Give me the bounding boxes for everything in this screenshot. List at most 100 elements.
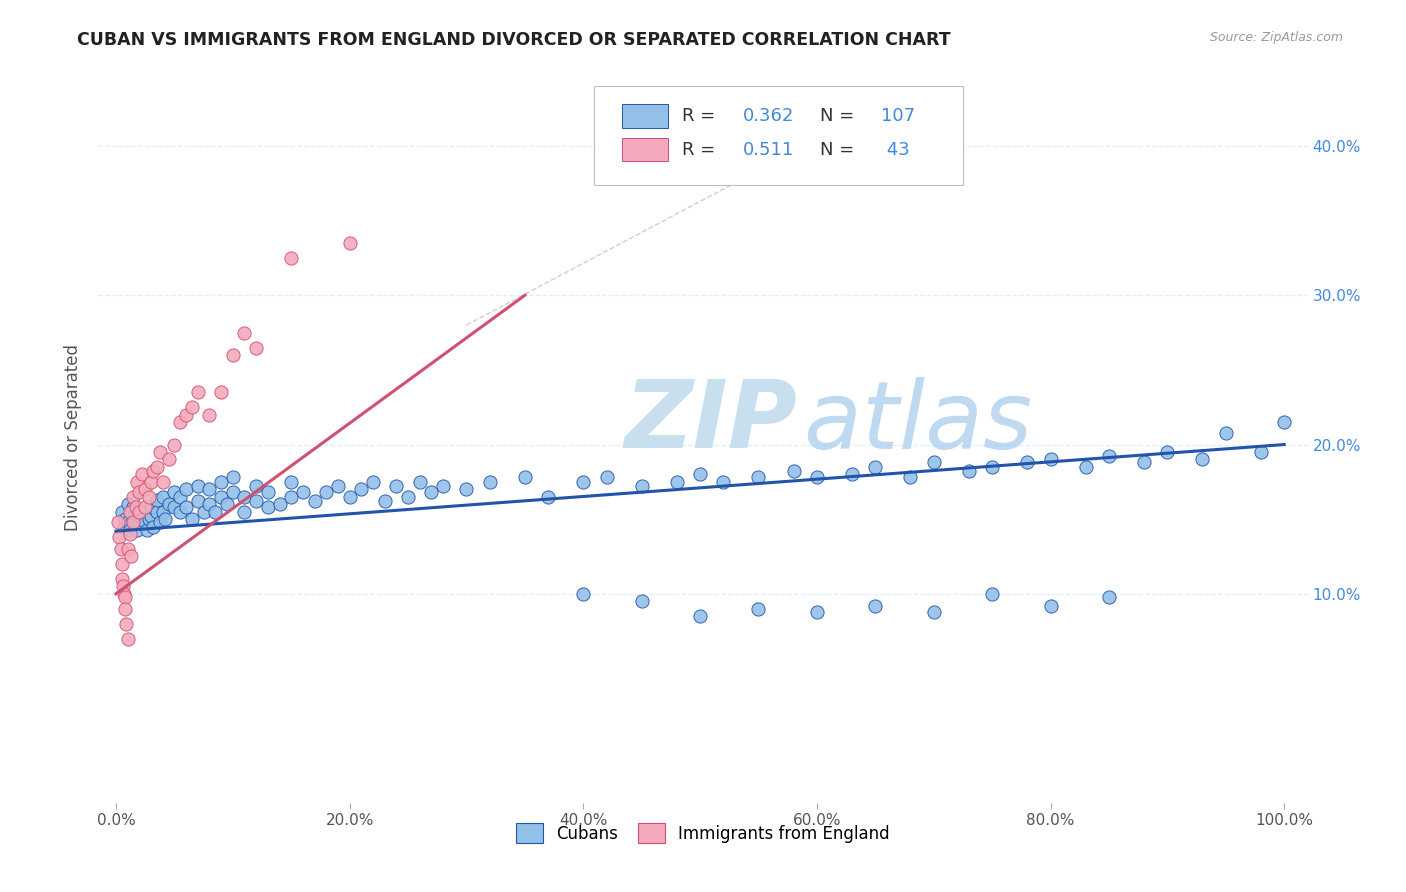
Cubans bbox=[513, 470, 536, 484]
Immigrants from England bbox=[107, 515, 129, 529]
Immigrants from England bbox=[134, 483, 156, 497]
Immigrants from England bbox=[122, 490, 145, 504]
Immigrants from England bbox=[131, 467, 153, 482]
Immigrants from England bbox=[114, 601, 136, 615]
Immigrants from England bbox=[111, 572, 134, 586]
Cubans bbox=[630, 479, 652, 493]
Cubans bbox=[146, 492, 169, 507]
Cubans bbox=[1039, 452, 1062, 467]
Immigrants from England bbox=[198, 408, 221, 422]
Cubans bbox=[169, 490, 191, 504]
Cubans bbox=[981, 587, 1004, 601]
Immigrants from England bbox=[128, 505, 150, 519]
Cubans bbox=[841, 467, 863, 482]
Cubans bbox=[456, 483, 478, 497]
Cubans bbox=[315, 485, 337, 500]
Cubans bbox=[326, 479, 349, 493]
Cubans bbox=[385, 479, 408, 493]
Cubans bbox=[922, 455, 945, 469]
Immigrants from England bbox=[134, 500, 156, 515]
Cubans bbox=[163, 500, 186, 515]
Immigrants from England bbox=[118, 527, 141, 541]
Cubans bbox=[689, 609, 711, 624]
Cubans bbox=[149, 515, 172, 529]
Cubans bbox=[233, 490, 256, 504]
Immigrants from England bbox=[114, 590, 136, 604]
Immigrants from England bbox=[139, 475, 162, 489]
Cubans bbox=[222, 485, 245, 500]
Immigrants from England bbox=[111, 557, 134, 571]
Cubans bbox=[163, 485, 186, 500]
Cubans bbox=[865, 599, 887, 613]
Immigrants from England bbox=[233, 326, 256, 340]
Cubans bbox=[1098, 450, 1121, 464]
Immigrants from England bbox=[174, 408, 197, 422]
Cubans bbox=[478, 475, 501, 489]
Immigrants from England bbox=[149, 445, 172, 459]
Cubans bbox=[782, 464, 804, 478]
Cubans bbox=[215, 497, 238, 511]
Cubans bbox=[139, 500, 162, 515]
Immigrants from England bbox=[245, 341, 267, 355]
Cubans bbox=[1250, 445, 1272, 459]
Cubans bbox=[120, 505, 142, 519]
Cubans bbox=[374, 494, 396, 508]
Cubans bbox=[256, 485, 278, 500]
Cubans bbox=[689, 467, 711, 482]
Cubans bbox=[595, 470, 617, 484]
Cubans bbox=[665, 475, 688, 489]
Cubans bbox=[136, 523, 159, 537]
Cubans bbox=[291, 485, 314, 500]
Cubans bbox=[361, 475, 384, 489]
Cubans bbox=[198, 483, 221, 497]
Cubans bbox=[134, 505, 156, 519]
Immigrants from England bbox=[180, 401, 202, 415]
Immigrants from England bbox=[128, 485, 150, 500]
Immigrants from England bbox=[117, 632, 139, 646]
Bar bbox=[621, 104, 668, 128]
Cubans bbox=[111, 505, 134, 519]
Immigrants from England bbox=[222, 348, 245, 362]
Cubans bbox=[1074, 459, 1097, 474]
Cubans bbox=[1098, 590, 1121, 604]
Cubans bbox=[128, 515, 150, 529]
Cubans bbox=[152, 505, 174, 519]
Immigrants from England bbox=[115, 616, 138, 631]
Cubans bbox=[114, 512, 136, 526]
Cubans bbox=[713, 475, 735, 489]
Cubans bbox=[269, 497, 291, 511]
Cubans bbox=[134, 515, 156, 529]
Cubans bbox=[898, 470, 921, 484]
Cubans bbox=[233, 505, 256, 519]
Immigrants from England bbox=[142, 464, 165, 478]
Cubans bbox=[572, 587, 595, 601]
Text: Source: ZipAtlas.com: Source: ZipAtlas.com bbox=[1209, 31, 1343, 45]
Text: atlas: atlas bbox=[624, 377, 1032, 468]
Immigrants from England bbox=[146, 459, 169, 474]
Cubans bbox=[128, 508, 150, 522]
Immigrants from England bbox=[157, 452, 180, 467]
Immigrants from England bbox=[169, 415, 191, 429]
Cubans bbox=[245, 479, 267, 493]
Cubans bbox=[204, 505, 226, 519]
Cubans bbox=[1215, 425, 1237, 440]
Immigrants from England bbox=[122, 515, 145, 529]
Cubans bbox=[153, 512, 176, 526]
Text: 43: 43 bbox=[880, 141, 910, 159]
Cubans bbox=[747, 470, 769, 484]
Cubans bbox=[350, 483, 373, 497]
Cubans bbox=[142, 519, 165, 533]
Cubans bbox=[256, 500, 278, 515]
Cubans bbox=[806, 470, 828, 484]
Cubans bbox=[180, 512, 202, 526]
Cubans bbox=[169, 505, 191, 519]
Cubans bbox=[118, 523, 141, 537]
Cubans bbox=[806, 605, 828, 619]
Immigrants from England bbox=[125, 475, 148, 489]
Cubans bbox=[1133, 455, 1156, 469]
Immigrants from England bbox=[110, 542, 132, 557]
Immigrants from England bbox=[118, 505, 141, 519]
Cubans bbox=[138, 512, 160, 526]
Cubans bbox=[152, 490, 174, 504]
Immigrants from England bbox=[125, 500, 148, 515]
